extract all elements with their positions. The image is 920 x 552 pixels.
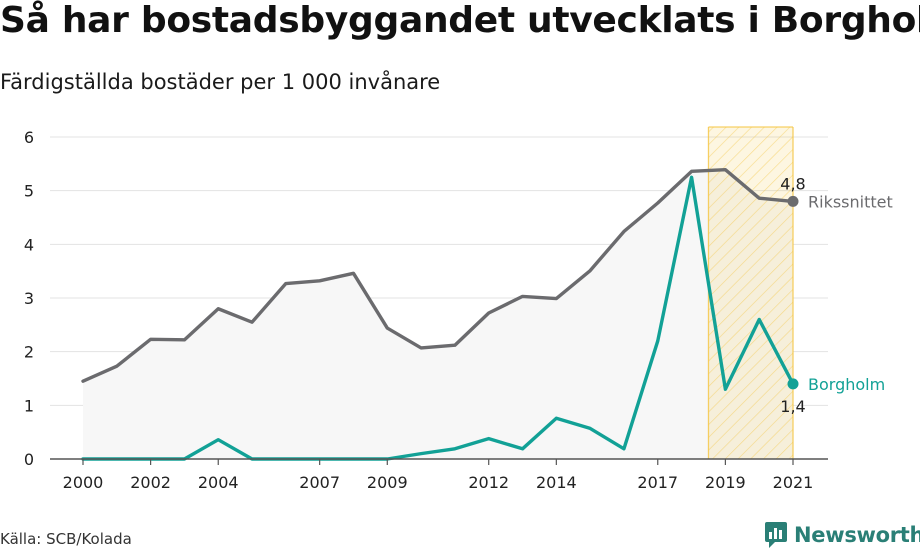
area-layer [83, 169, 793, 459]
x-tick-label-2009: 2009 [367, 473, 408, 492]
x-tick-label-2019: 2019 [705, 473, 746, 492]
brand-logo: Newsworthy [764, 520, 920, 550]
newsworthy-logo-icon [765, 522, 787, 548]
x-tick-label-2000: 2000 [63, 473, 104, 492]
x-tick-label-2002: 2002 [130, 473, 171, 492]
y-tick-label-6: 6 [24, 128, 34, 147]
highlight-band [707, 126, 794, 459]
chart-title: Så har bostadsbyggandet utvecklats i Bor… [0, 0, 920, 41]
series-label-rikssnittet: Rikssnittet [808, 192, 893, 211]
axes: 0 1 2 3 4 5 6 2000 2002 2004 2007 2009 2012 2014 2017 2… [24, 128, 828, 492]
brand-name: Newsworthy [794, 523, 920, 547]
end-value-label-borgholm: 1,4 [780, 397, 805, 416]
series-line-borgholm [81, 175, 795, 461]
end-point-borgholm [787, 378, 799, 390]
x-tick-label-2012: 2012 [468, 473, 509, 492]
x-tick-label-2007: 2007 [299, 473, 340, 492]
x-tick-label-2014: 2014 [536, 473, 577, 492]
y-tick-label-5: 5 [24, 182, 34, 201]
end-point-rikssnittet [787, 195, 799, 207]
y-tick-label-3: 3 [24, 289, 34, 308]
y-tick-label-2: 2 [24, 343, 34, 362]
y-tick-label-4: 4 [24, 235, 34, 254]
series-line-rikssnittet [81, 168, 795, 383]
end-value-label-rikssnittet: 4,8 [780, 174, 805, 193]
x-tick-label-2017: 2017 [637, 473, 678, 492]
area-rikssnittet [83, 169, 793, 459]
source-note: Källa: SCB/Kolada [0, 530, 132, 548]
y-tick-label-0: 0 [24, 450, 34, 469]
x-tick-label-2004: 2004 [198, 473, 239, 492]
series-lines [81, 168, 799, 461]
series-label-borgholm: Borgholm [808, 375, 885, 394]
highlight-band-hatch [708, 127, 793, 459]
chart-subtitle: Färdigställda bostäder per 1 000 invånar… [0, 70, 441, 94]
x-tick-label-2021: 2021 [773, 473, 814, 492]
y-tick-label-1: 1 [24, 396, 34, 415]
